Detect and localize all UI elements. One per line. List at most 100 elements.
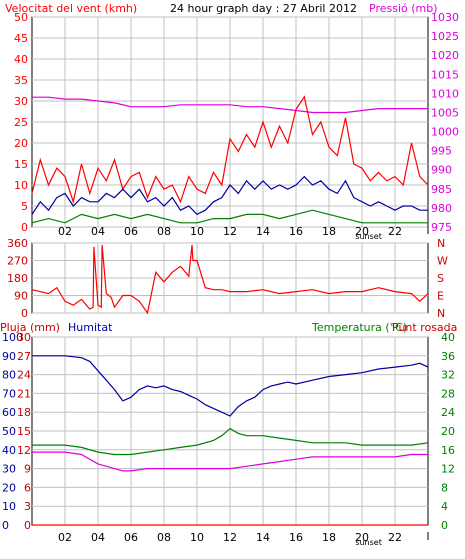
y-tick-label-pressure: 1025 [431, 30, 459, 43]
wind-speed-title: Velocitat del vent (kmh) [5, 2, 137, 15]
x-tick-label: 02 [58, 225, 72, 238]
y-tick-label-temperature: 8 [441, 481, 448, 494]
x-tick-label: 16 [289, 225, 303, 238]
x-tick-label: 06 [124, 531, 138, 544]
y-tick-label-wind: 35 [14, 74, 28, 87]
compass-label: W [437, 255, 448, 268]
y-tick-label-rain: 0 [24, 519, 31, 532]
y-tick-label-temperature: 40 [441, 331, 455, 344]
sunset-label: sunset [355, 232, 382, 241]
x-tick-label: 12 [223, 225, 237, 238]
y-tick-label-pressure: 995 [431, 145, 452, 158]
y-tick-label-humidity: 70 [2, 387, 16, 400]
rain-legend: Pluja (mm) [0, 321, 60, 334]
y-tick-label-wind: 30 [14, 95, 28, 108]
y-tick-label-temperature: 32 [441, 369, 455, 382]
series-line-humitat [32, 355, 429, 417]
y-tick-label-pressure: 990 [431, 164, 452, 177]
temperature-legend: Temperatura (°C) [311, 321, 407, 334]
series-line-punt-rosada [32, 451, 428, 472]
wind-pressure-chart: 0510152025303540455097598098599099510001… [14, 11, 459, 241]
y-tick-label-humidity: 0 [2, 519, 9, 532]
y-tick-label-pressure: 1020 [431, 49, 459, 62]
humidity-legend: Humitat [68, 321, 113, 334]
compass-label: E [437, 290, 444, 303]
y-tick-label-humidity: 20 [2, 481, 16, 494]
series-line-wind-direction [31, 244, 429, 315]
graph-date-title: 24 hour graph day : 27 Abril 2012 [170, 2, 357, 15]
x-tick-label: 10 [190, 531, 204, 544]
sunset-label: sunset [355, 538, 382, 547]
y-tick-label-rain: 3 [24, 500, 31, 513]
x-tick-label: 16 [289, 531, 303, 544]
x-tick-label: 08 [157, 531, 171, 544]
y-tick-label-direction: 360 [7, 237, 28, 250]
y-tick-label-wind: 45 [14, 32, 28, 45]
y-tick-label-humidity: 40 [2, 444, 16, 457]
x-tick-label: 06 [124, 225, 138, 238]
x-tick-label: 10 [190, 225, 204, 238]
x-tick-label: 22 [388, 531, 402, 544]
y-tick-label-humidity: 80 [2, 369, 16, 382]
y-tick-label-direction: 90 [14, 290, 28, 303]
y-tick-label-wind: 40 [14, 53, 28, 66]
y-tick-label-rain: 18 [17, 406, 31, 419]
x-tick-label: 14 [256, 531, 270, 544]
series-line-average [31, 175, 428, 216]
y-tick-label-humidity: 30 [2, 463, 16, 476]
compass-label: N [437, 237, 445, 250]
dewpoint-legend: Punt rosada [392, 321, 457, 334]
series-line-gusts [31, 95, 429, 205]
x-tick-label: 20 [355, 531, 369, 544]
y-tick-label-direction: 180 [7, 272, 28, 285]
y-tick-label-temperature: 4 [441, 500, 448, 513]
x-tick-label: 20 [355, 225, 369, 238]
y-tick-label-rain: 30 [17, 331, 31, 344]
y-tick-label-pressure: 1010 [431, 87, 459, 100]
y-tick-label-rain: 15 [17, 425, 31, 438]
y-tick-label-temperature: 12 [441, 463, 455, 476]
y-tick-label-wind: 15 [14, 158, 28, 171]
y-tick-label-pressure: 985 [431, 183, 452, 196]
y-tick-label-direction: 270 [7, 255, 28, 268]
y-tick-label-pressure: 1030 [431, 11, 459, 24]
wind-direction-chart: 0 N 90 E 180 S 270 W 360 N [7, 237, 448, 320]
y-tick-label-pressure: 975 [431, 221, 452, 234]
y-tick-label-pressure: 1005 [431, 106, 459, 119]
y-tick-label-humidity: 50 [2, 425, 16, 438]
x-tick-label: 04 [91, 225, 105, 238]
x-tick-label: 22 [388, 225, 402, 238]
y-tick-label-wind: 25 [14, 116, 28, 129]
y-tick-label-temperature: 20 [441, 425, 455, 438]
y-tick-label-wind: 50 [14, 11, 28, 24]
x-tick-label: 12 [223, 531, 237, 544]
y-tick-label-rain: 12 [17, 444, 31, 457]
series-line-pressi-mb- [32, 96, 428, 114]
x-tick-label: 08 [157, 225, 171, 238]
y-tick-label-humidity: 90 [2, 350, 16, 363]
series-line-minimum [31, 209, 428, 224]
series-line-temperatura-c- [32, 427, 429, 456]
y-tick-label-wind: 5 [21, 200, 28, 213]
x-tick-label: 02 [58, 531, 72, 544]
y-tick-label-wind: 0 [21, 221, 28, 234]
y-tick-label-direction: 0 [21, 307, 28, 320]
x-tick-label: 14 [256, 225, 270, 238]
y-tick-label-temperature: 16 [441, 444, 455, 457]
y-tick-label-humidity: 10 [2, 500, 16, 513]
y-tick-label-rain: 6 [24, 481, 31, 494]
y-tick-label-pressure: 1000 [431, 126, 459, 139]
y-tick-label-temperature: 28 [441, 387, 455, 400]
y-tick-label-humidity: 60 [2, 406, 16, 419]
y-tick-label-pressure: 1015 [431, 68, 459, 81]
pressure-title: Pressió (mb) [369, 2, 438, 15]
y-tick-label-wind: 10 [14, 179, 28, 192]
y-tick-label-pressure: 980 [431, 202, 452, 215]
y-tick-label-wind: 20 [14, 137, 28, 150]
y-tick-label-rain: 24 [17, 369, 31, 382]
compass-label: S [437, 272, 444, 285]
y-tick-label-rain: 27 [17, 350, 31, 363]
y-tick-label-rain: 9 [24, 463, 31, 476]
